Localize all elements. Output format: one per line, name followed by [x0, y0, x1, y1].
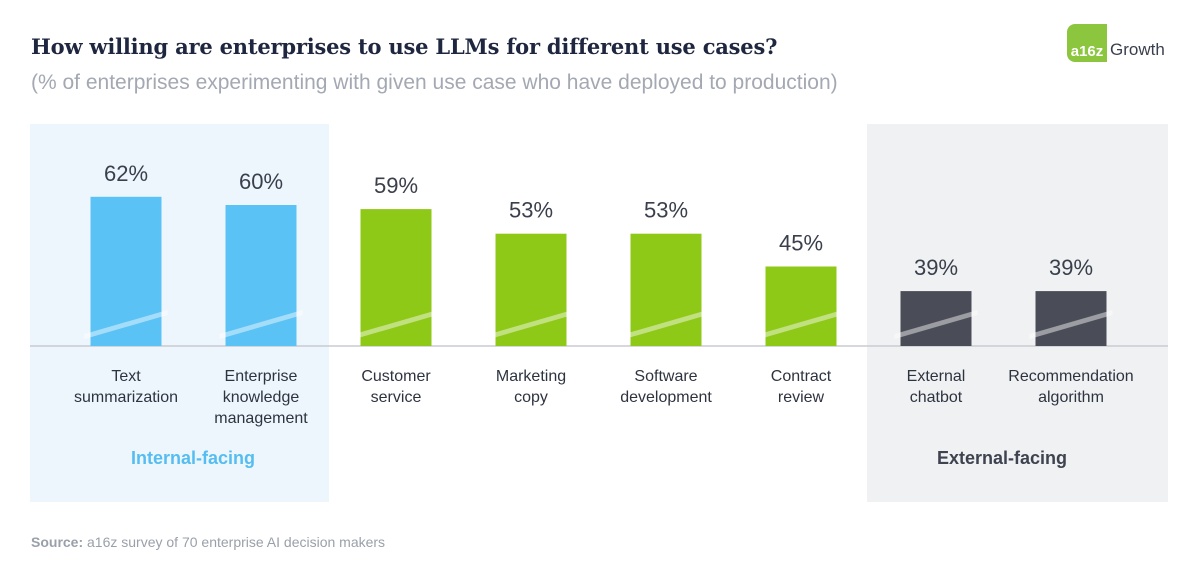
- logo-text: Growth: [1110, 40, 1165, 59]
- bar-5: [765, 266, 837, 346]
- bar-0: [90, 196, 162, 346]
- bar-2: [360, 209, 432, 346]
- category-label-6: External chatbot: [907, 368, 966, 406]
- bar-7: [1035, 291, 1107, 346]
- category-label-4: Software development: [620, 368, 712, 406]
- bar-1: [225, 205, 297, 346]
- axis-break-slash-4: [624, 310, 708, 339]
- axis-break-slash-2: [354, 310, 438, 339]
- category-label-7: Recommendation algorithm: [1008, 368, 1133, 406]
- logo-badge: a16z: [1067, 24, 1107, 62]
- data-label-6: 39%: [914, 255, 958, 280]
- data-label-1: 60%: [239, 169, 283, 194]
- data-label-2: 59%: [374, 173, 418, 198]
- category-label-1: Enterprise knowledge management: [214, 368, 308, 427]
- bar-4: [630, 233, 702, 346]
- source-note: Source: a16z survey of 70 enterprise AI …: [31, 534, 385, 550]
- data-label-3: 53%: [509, 198, 553, 223]
- axis-break-slash-1: [219, 310, 303, 339]
- axis-break-slash-0: [84, 310, 168, 339]
- axis-break-slash-3: [489, 310, 573, 339]
- data-label-5: 45%: [779, 231, 823, 256]
- group-label-external: External-facing: [937, 448, 1067, 468]
- chart-subtitle: (% of enterprises experimenting with giv…: [31, 71, 838, 94]
- data-label-7: 39%: [1049, 255, 1093, 280]
- group-label-internal: Internal-facing: [131, 448, 255, 468]
- source-label: Source:: [31, 534, 84, 550]
- data-label-4: 53%: [644, 198, 688, 223]
- source-text: a16z survey of 70 enterprise AI decision…: [87, 534, 386, 550]
- axis-break-slash-5: [759, 310, 843, 339]
- category-label-5: Contract review: [771, 368, 832, 406]
- chart-title: How willing are enterprises to use LLMs …: [31, 34, 778, 59]
- bar-3: [495, 233, 567, 346]
- axis-break-slash-7: [1029, 310, 1113, 339]
- category-label-0: Text summarization: [74, 368, 178, 406]
- bar-6: [900, 291, 972, 346]
- category-label-2: Customer service: [361, 368, 431, 406]
- a16z-growth-logo: a16z Growth: [1067, 24, 1165, 62]
- axis-break-slash-6: [894, 310, 978, 339]
- data-label-0: 62%: [104, 161, 148, 186]
- category-label-3: Marketing copy: [496, 368, 566, 406]
